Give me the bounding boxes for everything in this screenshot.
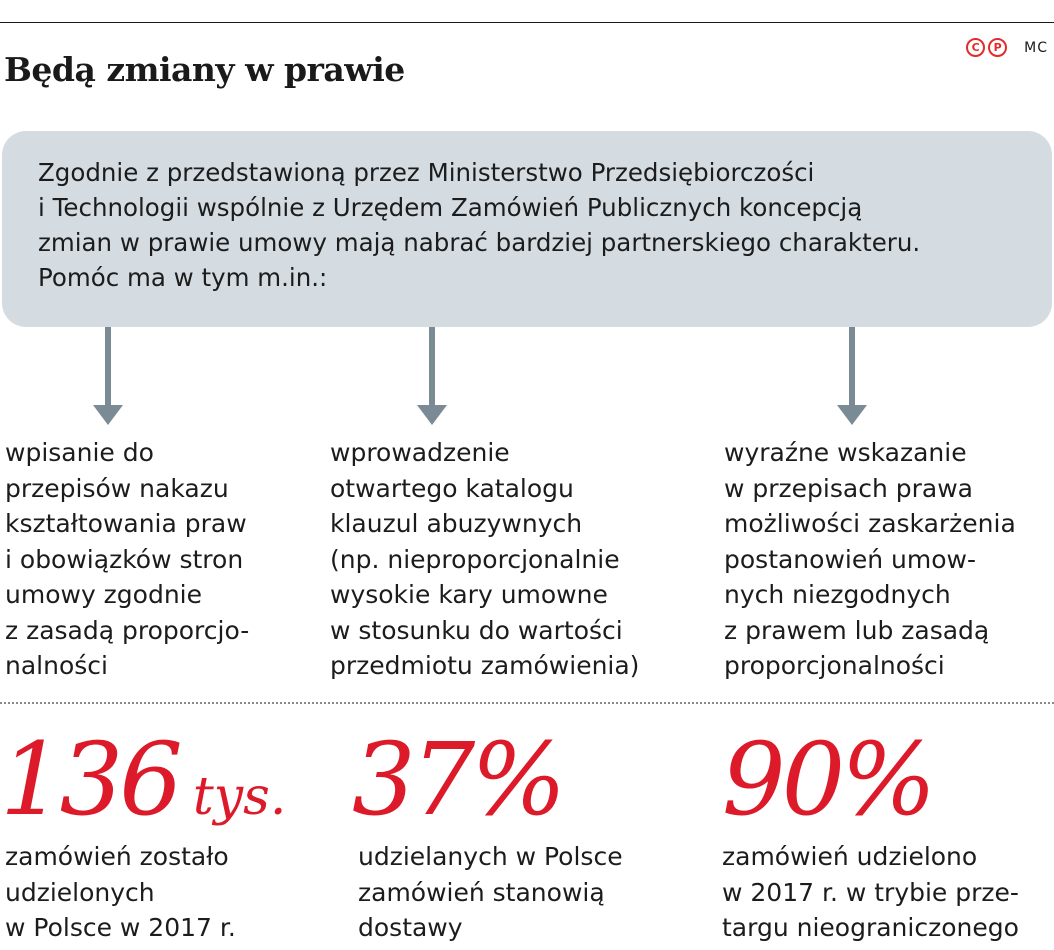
stat-description: udzielanych w Polsce zamówień stanowią d… bbox=[358, 842, 623, 942]
measure-text: wpisanie do przepisów nakazu kształtowan… bbox=[5, 438, 250, 680]
author-initials: MC bbox=[1024, 39, 1048, 56]
top-rule bbox=[0, 22, 1054, 23]
measure-text: wyraźne wskazanie w przepisach prawa moż… bbox=[724, 438, 1016, 680]
arrow-down-icon bbox=[93, 327, 123, 425]
stat-value: 136 tys. bbox=[0, 722, 286, 855]
intro-text: Zgodnie z przedstawioną przez Ministerst… bbox=[38, 158, 921, 292]
stat-number: 136 bbox=[0, 721, 183, 838]
dotted-divider bbox=[0, 702, 1054, 704]
arrow-down-icon bbox=[417, 327, 447, 425]
publisher-icon: P bbox=[988, 38, 1008, 57]
stat-value: 37% bbox=[352, 721, 566, 838]
stat-number: 37% bbox=[352, 721, 566, 838]
stat-unit: tys. bbox=[192, 767, 287, 827]
page-title: Będą zmiany w prawie bbox=[4, 50, 405, 89]
stat-value: 90% bbox=[722, 721, 936, 838]
stat-description: zamówień udzielono w 2017 r. w trybie pr… bbox=[722, 842, 1019, 942]
arrow-down-icon bbox=[837, 327, 867, 425]
intro-box: Zgodnie z przedstawioną przez Ministerst… bbox=[2, 131, 1052, 327]
stat-number: 90% bbox=[722, 721, 936, 838]
credits: C P MC bbox=[966, 38, 1048, 57]
measure-text: wprowadzenie otwartego katalogu klauzul … bbox=[330, 438, 640, 680]
copyright-icon: C bbox=[966, 38, 986, 57]
stat-description: zamówień zostało udzielonych w Polsce w … bbox=[5, 842, 236, 942]
